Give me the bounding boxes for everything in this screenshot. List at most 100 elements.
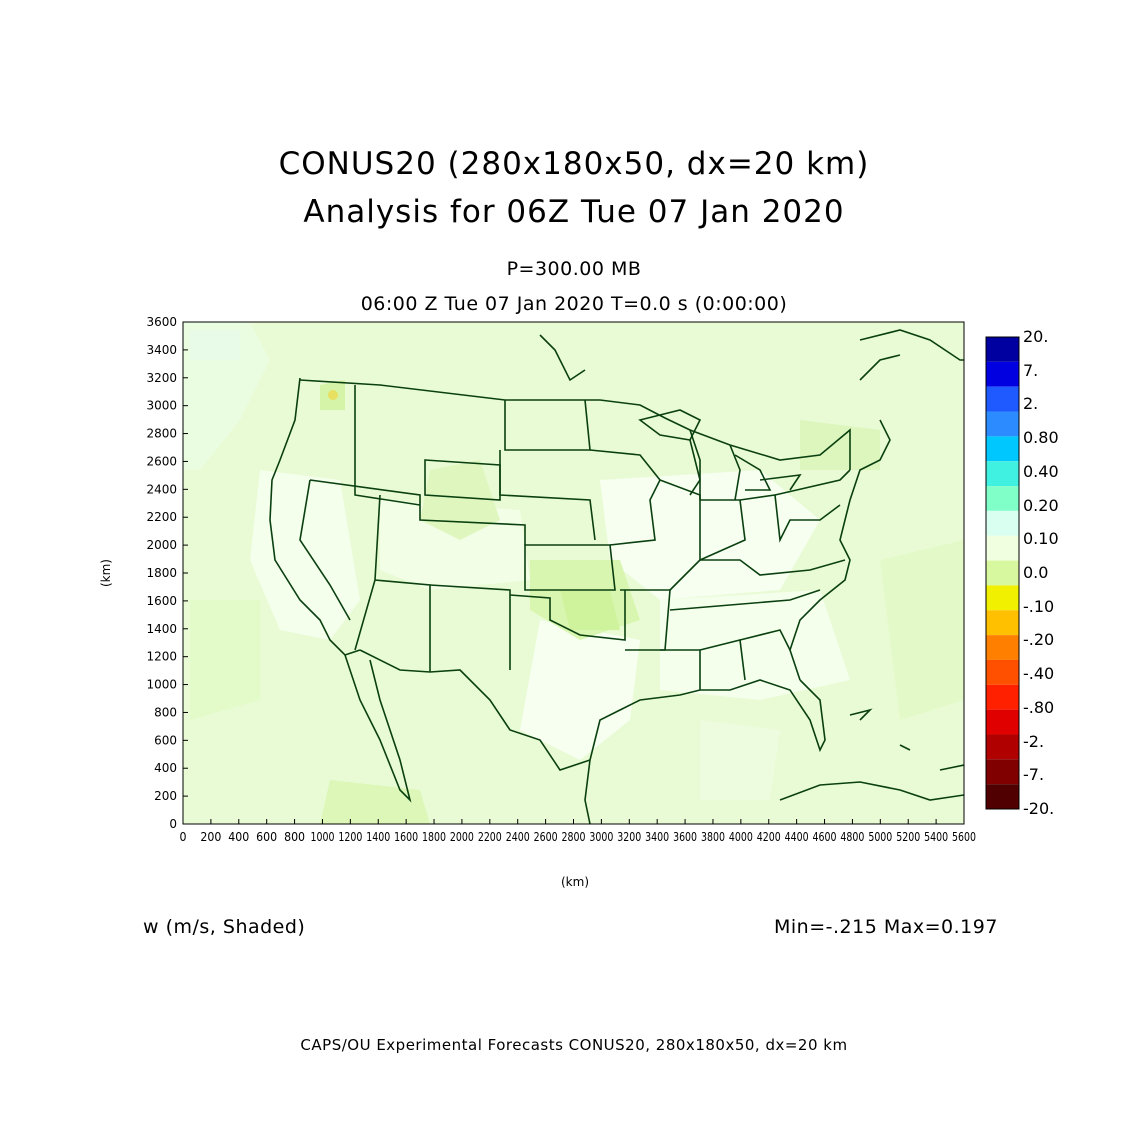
colorbar-swatch [986, 759, 1019, 785]
colorbar-label: 2. [1023, 394, 1039, 414]
x-tick-label: 1200 [338, 830, 362, 844]
colorbar-label: -.10 [1023, 596, 1055, 616]
x-tick-label: 800 [284, 830, 305, 844]
colorbar-label: -20. [1023, 799, 1055, 818]
pressure-level: P=300.00 MB [506, 258, 642, 280]
colorbar-label: -.80 [1023, 697, 1055, 717]
x-axis-ticks: 0 200 400 600 800 1000 1200 1400 1600 1800 2000 220… [180, 819, 976, 844]
colorbar-frame [985, 336, 1020, 810]
x-tick-label: 4200 [757, 830, 781, 844]
colorbar-swatch [986, 684, 1019, 710]
w-field-shading [183, 322, 964, 824]
x-tick-label: 400 [228, 830, 249, 844]
x-tick-label: 3000 [589, 830, 613, 844]
y-tick-label: 3600 [146, 315, 177, 329]
colorbar-swatch [986, 461, 1019, 487]
colorbar-swatch [986, 635, 1019, 660]
y-tick-label: 200 [154, 789, 177, 803]
x-tick-label: 0 [180, 830, 187, 844]
x-tick-label: 200 [200, 830, 221, 844]
x-tick-label: 3800 [701, 830, 725, 844]
x-tick-label: 1000 [310, 830, 334, 844]
footer-text: CAPS/OU Experimental Forecasts CONUS20, … [300, 1036, 848, 1054]
colorbar-label: -.40 [1023, 664, 1055, 684]
colorbar-swatch [986, 709, 1019, 735]
y-tick-label: 1400 [146, 622, 177, 636]
x-tick-label: 5200 [896, 830, 920, 844]
y-tick-label: 1600 [146, 594, 177, 608]
colorbar-swatch [986, 337, 1019, 362]
title-line-2: Analysis for 06Z Tue 07 Jan 2020 [303, 194, 845, 230]
x-tick-label: 5400 [924, 830, 948, 844]
colorbar-swatch [986, 535, 1019, 561]
y-tick-label: 800 [154, 705, 177, 719]
colorbar-swatch [986, 784, 1019, 809]
colorbar-swatch [986, 734, 1019, 760]
y-tick-label: 3400 [146, 343, 177, 357]
y-tick-label: 0 [169, 817, 177, 831]
state-and-coast-outlines [269, 329, 964, 824]
x-tick-label: 600 [256, 830, 277, 844]
colorbar-swatch [986, 510, 1019, 536]
y-tick-label: 1800 [146, 566, 177, 580]
colorbar-swatch [986, 486, 1019, 511]
x-tick-label: 2600 [534, 830, 558, 844]
x-tick-label: 4400 [785, 830, 809, 844]
great-lakes [638, 409, 702, 441]
y-tick-label: 2000 [146, 538, 177, 552]
gulf-coast [589, 679, 826, 761]
x-tick-label: 3400 [645, 830, 669, 844]
colorbar-label: 7. [1023, 360, 1039, 380]
colorbar-label: 0.20 [1023, 495, 1059, 515]
colorbar [985, 336, 1020, 810]
x-tick-label: 2000 [450, 830, 474, 844]
y-axis-label: (km) [99, 558, 114, 588]
colorbar-swatch [986, 560, 1019, 586]
y-tick-label: 2800 [146, 427, 177, 441]
us-canada-border [299, 379, 851, 470]
colorbar-swatch [986, 386, 1019, 412]
field-label: w (m/s, Shaded) [143, 916, 306, 938]
min-max-label: Min=-.215 Max=0.197 [774, 916, 998, 938]
us-mexico-border [359, 649, 591, 771]
x-tick-label: 5000 [868, 830, 892, 844]
title-line-1: CONUS20 (280x180x50, dx=20 km) [278, 146, 870, 182]
colorbar-label: -7. [1023, 765, 1045, 785]
cuba [779, 781, 964, 801]
x-tick-label: 1400 [366, 830, 390, 844]
x-tick-label: 5600 [952, 830, 976, 844]
colorbar-label: 0.0 [1023, 563, 1049, 582]
y-tick-label: 3000 [146, 399, 177, 413]
y-tick-label: 2200 [146, 510, 177, 524]
colorbar-label: 0.80 [1023, 428, 1059, 448]
x-tick-label: 4600 [813, 830, 837, 844]
x-tick-label: 1800 [422, 830, 446, 844]
y-tick-label: 2400 [146, 482, 177, 496]
y-tick-label: 3200 [146, 371, 177, 385]
colorbar-label: 20. [1023, 327, 1049, 346]
x-tick-label: 3200 [617, 830, 641, 844]
valid-time: 06:00 Z Tue 07 Jan 2020 T=0.0 s (0:00:00… [360, 293, 788, 315]
x-tick-label: 4800 [840, 830, 864, 844]
x-tick-label: 4000 [729, 830, 753, 844]
x-tick-label: 2800 [562, 830, 586, 844]
y-tick-label: 1000 [146, 678, 177, 692]
y-tick-label: 400 [154, 761, 177, 775]
y-axis-ticks: 0 200 400 600 800 1000 1200 1400 1600 1800 2000 220… [146, 315, 188, 831]
colorbar-swatch [986, 610, 1019, 636]
colorbar-label: 0.40 [1023, 461, 1059, 481]
x-tick-label: 2200 [478, 830, 502, 844]
colorbar-swatch [986, 411, 1019, 437]
x-tick-label: 1600 [394, 830, 418, 844]
x-tick-label: 3600 [673, 830, 697, 844]
atlantic-coast [789, 419, 891, 681]
y-tick-label: 600 [154, 733, 177, 747]
pacific-coast [269, 377, 361, 656]
x-tick-label: 2400 [506, 830, 530, 844]
colorbar-label: -.20 [1023, 630, 1055, 650]
colorbar-label: 0.10 [1023, 529, 1059, 549]
x-axis-label: (km) [561, 875, 590, 889]
colorbar-swatch [986, 436, 1019, 462]
colorbar-swatch [986, 585, 1019, 611]
